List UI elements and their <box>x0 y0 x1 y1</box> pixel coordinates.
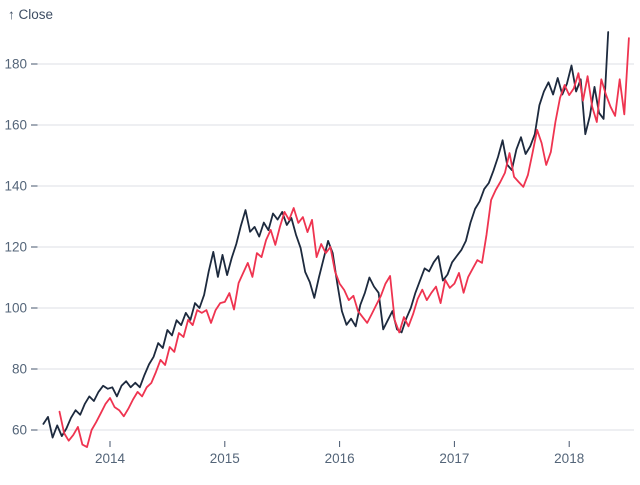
y-tick-label: 60 <box>12 423 27 438</box>
x-axis: 2014 2015 2016 2017 2018 <box>95 441 584 466</box>
y-tick-label: 160 <box>4 118 27 133</box>
price-lines <box>42 31 630 449</box>
y-axis-title: ↑ Close <box>8 7 53 22</box>
price-line-series-1-dark <box>42 31 610 439</box>
y-gridlines <box>37 63 634 431</box>
y-tick-label: 140 <box>4 179 27 194</box>
y-tick-label: 120 <box>4 240 27 255</box>
x-tick-label: 2017 <box>439 451 469 466</box>
x-tick-label: 2016 <box>325 451 355 466</box>
y-tick-label: 180 <box>4 57 27 72</box>
x-tick-label: 2014 <box>95 451 126 466</box>
x-tick-label: 2015 <box>210 451 240 466</box>
y-tick-label: 80 <box>12 362 27 377</box>
price-line-series-2-red <box>58 37 630 449</box>
y-axis: 60 80 100 120 140 160 180 <box>4 57 38 438</box>
x-tick-label: 2018 <box>554 451 584 466</box>
y-tick-label: 100 <box>4 301 27 316</box>
